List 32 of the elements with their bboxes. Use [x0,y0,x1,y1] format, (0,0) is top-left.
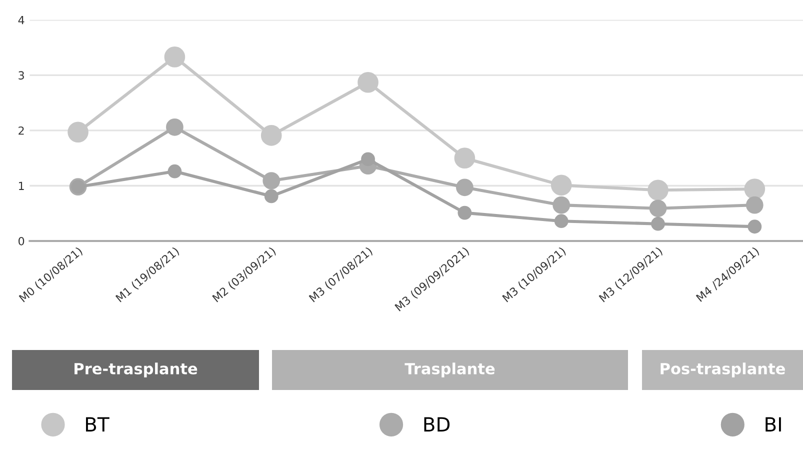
legend-label: BI [766,417,781,432]
y-tick-label: 3 [18,71,24,80]
legend-label: BD [424,417,450,432]
point [458,206,472,220]
point [168,164,182,178]
point [550,174,572,196]
point [651,216,665,231]
point [164,46,186,68]
y-tick-label: 4 [18,16,24,24]
point [554,214,568,228]
text: Pos-trasplante [660,362,785,378]
point [260,125,282,146]
point [748,220,762,234]
point [262,172,280,190]
point [649,200,667,218]
point [454,148,476,169]
point [552,196,570,214]
point [264,189,278,204]
point [456,178,474,196]
y-tick-label: 1 [19,182,24,190]
y-tick-label: 2 [18,126,24,135]
legend-label: BT [86,417,110,432]
text: Trasplante [404,362,495,378]
point [744,178,766,200]
y-tick-label: 0 [18,236,24,246]
point [648,180,668,201]
point [361,152,375,166]
point [746,196,764,214]
point [68,122,88,143]
point [358,72,378,93]
point [166,118,184,136]
text: Pre-trasplante [74,362,198,378]
